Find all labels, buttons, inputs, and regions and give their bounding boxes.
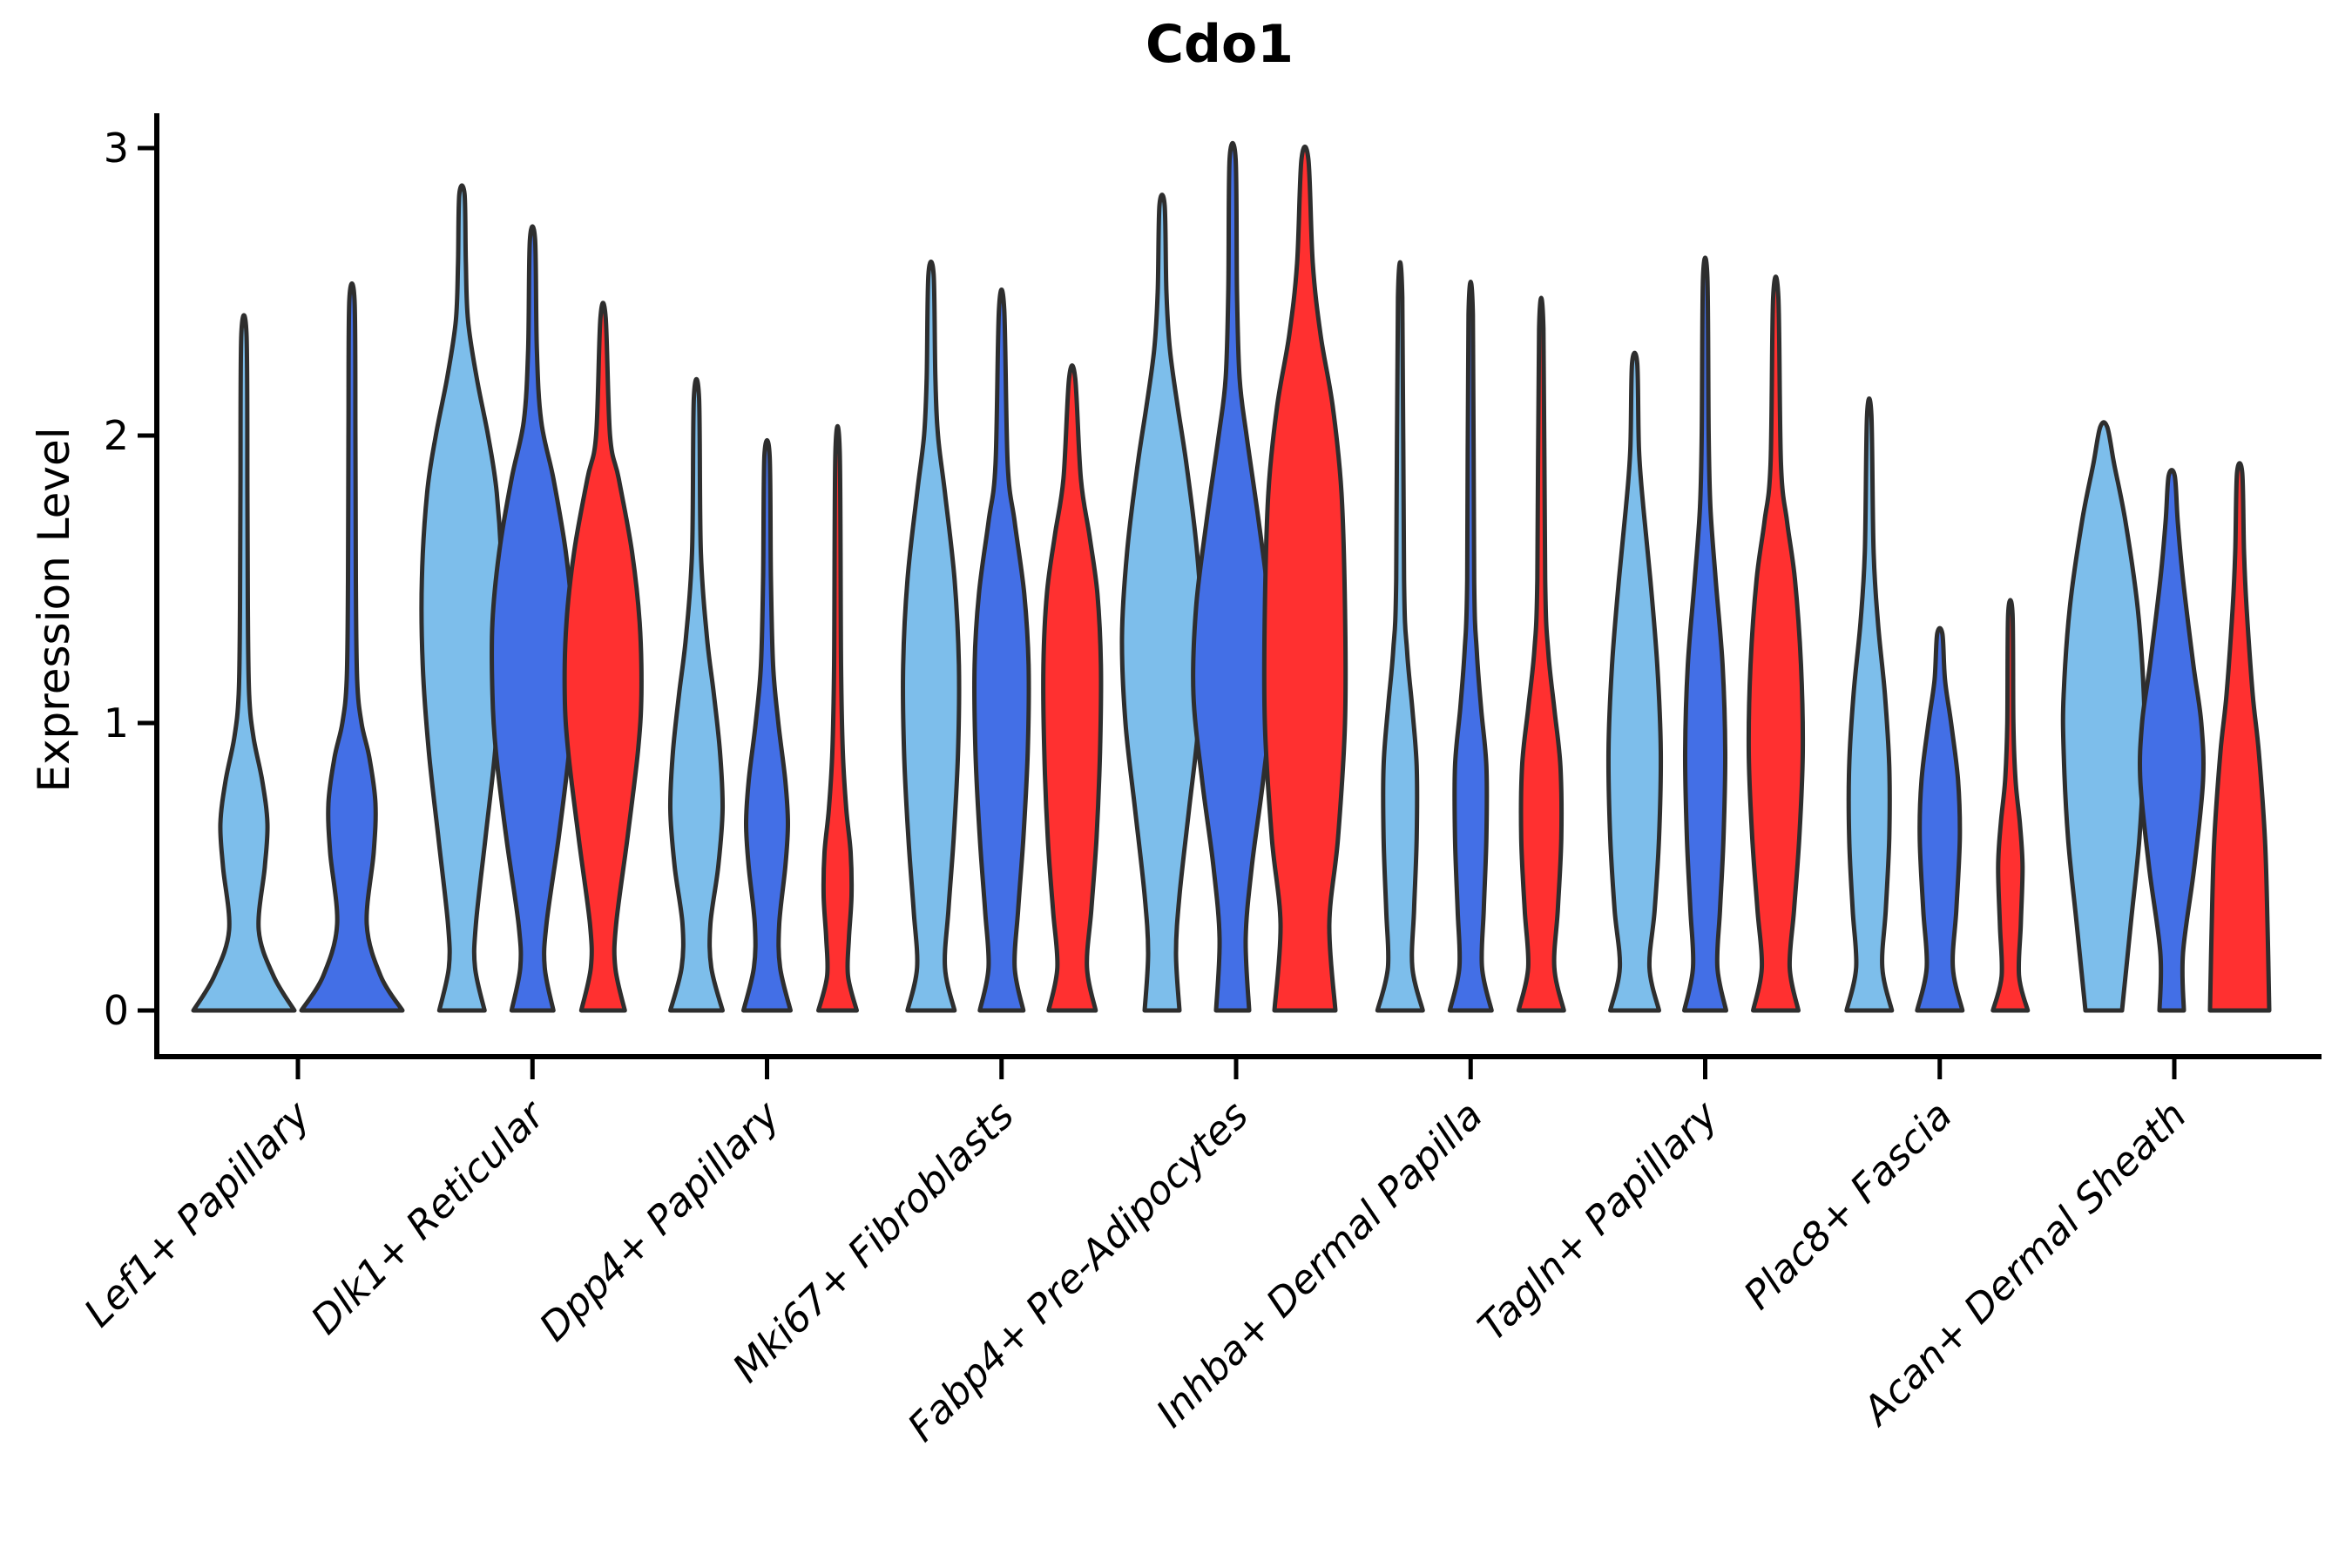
violin-light-blue bbox=[1844, 396, 1895, 1013]
violin-red bbox=[816, 423, 859, 1013]
violin-light-blue bbox=[1119, 193, 1205, 1013]
violin-red bbox=[562, 301, 644, 1013]
violin-royal-blue bbox=[1447, 280, 1494, 1013]
violin-red bbox=[2207, 461, 2272, 1013]
violin-red bbox=[1261, 144, 1348, 1013]
chart-title: Cdo1 bbox=[1146, 14, 1294, 75]
violin-light-blue bbox=[1605, 350, 1664, 1013]
violin-light-blue bbox=[901, 259, 962, 1013]
y-tick-label: 1 bbox=[103, 700, 129, 747]
violin-red bbox=[1041, 363, 1104, 1013]
violin-light-blue bbox=[191, 313, 297, 1013]
violin-light-blue bbox=[2060, 420, 2147, 1013]
violin-royal-blue bbox=[1682, 255, 1728, 1013]
violin-light-blue bbox=[1375, 260, 1425, 1013]
y-tick-label: 2 bbox=[103, 412, 129, 459]
violin-red bbox=[1516, 295, 1566, 1013]
violin-light-blue bbox=[667, 376, 726, 1013]
violin-royal-blue bbox=[2138, 468, 2206, 1013]
violin-light-blue bbox=[419, 183, 505, 1013]
violin-royal-blue bbox=[741, 437, 793, 1013]
violin-royal-blue bbox=[299, 280, 405, 1013]
violin-red bbox=[1990, 598, 2031, 1013]
violin-royal-blue bbox=[1191, 140, 1274, 1013]
violin-royal-blue bbox=[489, 224, 576, 1013]
violin-red bbox=[1746, 274, 1806, 1013]
y-tick-label: 3 bbox=[103, 125, 129, 172]
violin-royal-blue bbox=[1915, 625, 1965, 1013]
y-tick-label: 0 bbox=[103, 987, 129, 1034]
violin-royal-blue bbox=[972, 287, 1031, 1013]
